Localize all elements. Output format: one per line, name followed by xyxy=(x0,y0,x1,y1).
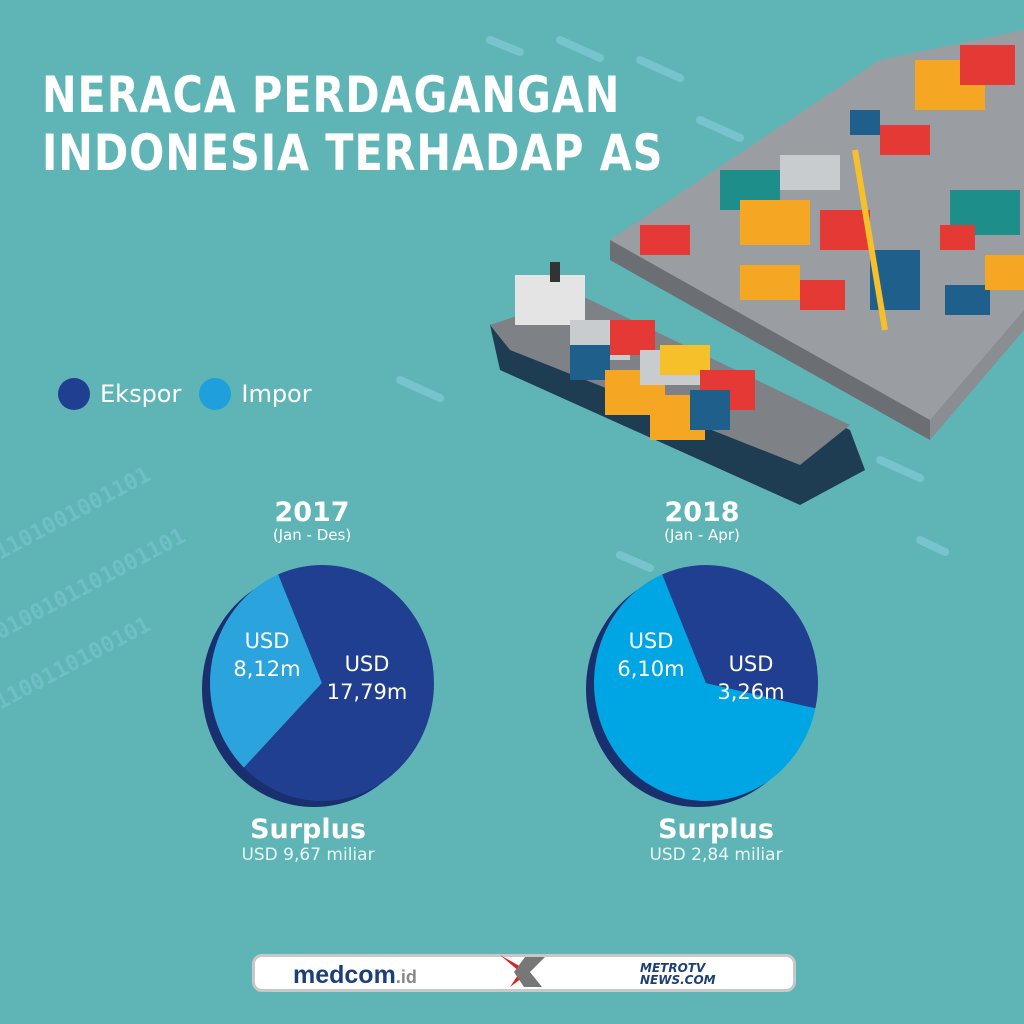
page-title: NERACA PERDAGANGAN INDONESIA TERHADAP AS xyxy=(42,66,663,182)
chart-title-2017: 2017 (Jan - Des) xyxy=(212,497,412,544)
legend-item-ekspor: Ekspor xyxy=(58,378,181,410)
legend-label: Ekspor xyxy=(100,380,182,408)
pie-data-label: 3,26m xyxy=(717,680,784,704)
legend-swatch-impor xyxy=(199,378,232,410)
surplus-value: USD 9,67 miliar xyxy=(241,845,375,865)
pie-data-label: USD xyxy=(629,629,674,653)
pie-data-label: 8,12m xyxy=(233,657,300,681)
surplus-2018: Surplus USD 2,84 miliar xyxy=(596,814,836,865)
chart-title-2018: 2018 (Jan - Apr) xyxy=(602,497,802,544)
surplus-title: Surplus xyxy=(250,814,366,845)
pie-slice-ekspor xyxy=(662,565,818,709)
surplus-title: Surplus xyxy=(658,814,774,845)
x-logo-mark xyxy=(500,955,545,987)
legend: Ekspor Impor xyxy=(58,378,312,410)
pie-data-label: 17,79m xyxy=(327,680,408,704)
pie-data-label: USD xyxy=(245,629,290,653)
year-label: 2017 xyxy=(274,497,350,528)
period-label: (Jan - Apr) xyxy=(664,526,740,544)
pie-slice-ekspor xyxy=(243,565,435,801)
pie-slice-impor xyxy=(594,574,816,802)
surplus-value: USD 2,84 miliar xyxy=(649,845,783,865)
footer-logo-bar: medcom.id METROTV NEWS.COM xyxy=(252,954,796,992)
surplus-2017: Surplus USD 9,67 miliar xyxy=(188,814,428,865)
title-line-2: INDONESIA TERHADAP AS xyxy=(42,124,664,182)
pie-data-label: USD xyxy=(345,652,390,676)
pie-slice-impor xyxy=(210,574,322,768)
legend-swatch-ekspor xyxy=(58,378,90,410)
metrotv-logo: METROTV NEWS.COM xyxy=(640,961,716,987)
period-label: (Jan - Des) xyxy=(272,526,352,544)
legend-label: Impor xyxy=(241,380,312,408)
pie-data-label: USD xyxy=(729,652,774,676)
pie-data-label: 6,10m xyxy=(617,657,684,681)
legend-item-impor: Impor xyxy=(199,378,312,410)
medcom-logo: medcom.id xyxy=(293,961,417,989)
year-label: 2018 xyxy=(664,497,740,528)
title-line-1: NERACA PERDAGANGAN xyxy=(42,66,621,124)
